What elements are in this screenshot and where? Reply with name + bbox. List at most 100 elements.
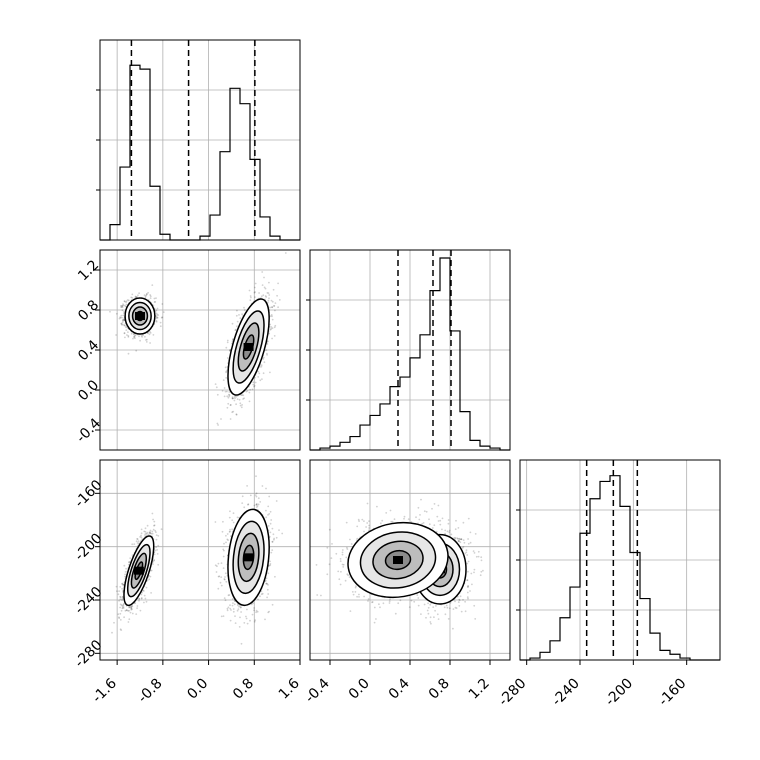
sample-point [269,564,272,567]
sample-point [119,612,122,615]
sample-point [249,295,252,297]
sample-point [269,563,272,565]
sample-point [129,611,132,614]
sample-point [265,296,268,298]
sample-point [125,303,128,306]
sample-point [136,607,139,609]
sample-point [264,618,266,621]
sample-point [262,356,265,359]
sample-point [155,317,158,319]
sample-point [122,607,125,609]
sample-point [121,304,124,307]
sample-point [274,309,276,312]
sample-point [139,339,142,342]
sample-point [264,579,267,582]
sample-point [154,300,157,303]
sample-point [255,506,258,508]
sample-point [121,582,123,585]
sample-point [261,284,264,286]
sample-point [122,303,124,305]
sample-point [255,503,258,506]
sample-point [236,604,239,607]
sample-point [268,495,271,498]
sample-point [133,335,136,337]
sample-point [124,336,126,339]
sample-point [274,575,276,578]
sample-point [277,306,279,309]
sample-point [236,516,239,519]
sample-point [149,575,152,578]
sample-point [140,534,142,537]
sample-point [147,332,149,335]
sample-point [254,296,256,298]
sample-point [220,584,223,587]
sample-point [252,383,255,386]
sample-point [146,338,148,341]
sample-point [259,379,262,382]
sample-point [229,510,231,513]
sample-point [233,603,236,606]
sample-point [248,400,251,403]
sample-point [240,394,243,396]
sample-point [140,334,143,337]
sample-point [249,619,251,622]
scatter-panel-p0-p1 [99,249,301,451]
sample-point [144,530,147,533]
sample-point [266,588,269,591]
sample-point [265,577,268,580]
sample-point [126,334,128,336]
sample-point [232,602,234,604]
sample-point [149,332,152,334]
sample-point [215,386,218,389]
sample-point [266,354,268,356]
sample-point [270,314,273,316]
sample-point [226,533,229,535]
sample-point [220,418,222,420]
sample-point [144,527,147,530]
sample-point [127,336,130,338]
sample-point [131,608,133,611]
sample-point [228,393,230,396]
sample-point [121,607,124,610]
sample-point [146,531,149,534]
sample-point [239,616,241,619]
sample-point [139,609,142,612]
sample-point [253,286,256,289]
sample-point [221,390,224,392]
sample-point [136,296,138,298]
sample-point [268,513,271,515]
sample-point [232,397,234,400]
sample-point [267,593,270,595]
sample-point [153,301,156,303]
sample-point [147,291,150,294]
sample-point [215,571,218,573]
sample-point [138,597,141,600]
sample-point [240,406,243,409]
sample-point [130,606,133,608]
sample-point [224,599,227,602]
sample-point [240,611,243,613]
sample-point [120,314,123,317]
sample-point [253,291,256,294]
sample-point [134,602,136,604]
sample-point [261,485,264,487]
sample-point [236,309,238,312]
sample-point [138,292,141,295]
sample-point [131,612,134,615]
sample-point [284,252,287,254]
sample-point [265,509,267,512]
sample-point [122,605,125,607]
sample-point [268,294,271,296]
sample-point [149,330,151,333]
sample-point [122,606,124,609]
sample-point [269,510,272,513]
sample-point [262,372,265,375]
sample-point [226,538,229,541]
sample-point [138,598,141,600]
sample-point [149,529,152,532]
sample-point [122,603,125,606]
sample-point [225,346,228,349]
sample-point [121,582,124,585]
sample-point [161,316,164,319]
sample-point [129,606,132,608]
